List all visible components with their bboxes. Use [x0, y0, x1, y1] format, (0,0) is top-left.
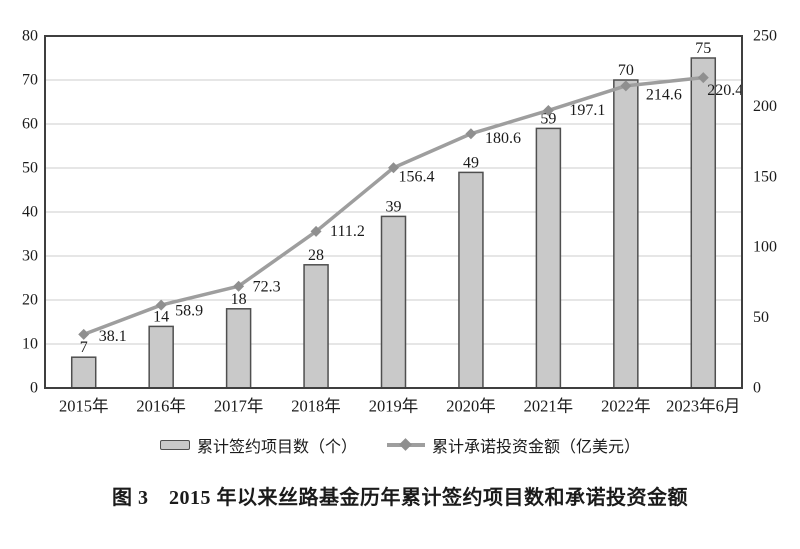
x-tick-label: 2017年: [214, 397, 264, 416]
bar-2020年: [458, 171, 484, 389]
bar-value-label: 39: [386, 198, 402, 215]
line-marker: [620, 80, 632, 92]
left-tick-label: 50: [22, 160, 38, 177]
line-marker: [697, 72, 709, 84]
bar-2017年: [225, 308, 252, 389]
x-tick-label: 2019年: [369, 397, 419, 416]
left-tick-label: 0: [30, 380, 38, 397]
bar-2016年: [148, 325, 174, 389]
left-tick-label: 20: [22, 292, 38, 309]
axis-frame: [44, 35, 743, 389]
bar-2021年: [535, 127, 562, 389]
right-tick-label: 250: [753, 28, 777, 45]
line-value-label: 38.1: [99, 328, 127, 345]
bar-2023年6月: [690, 57, 717, 389]
diamond-marker-icon: [399, 438, 412, 452]
bar-value-label: 59: [540, 110, 556, 127]
right-tick-label: 50: [753, 309, 769, 326]
legend-label-investment: 累计承诺投资金额（亿美元）: [432, 439, 641, 456]
x-tick-label: 2022年: [601, 397, 651, 416]
line-marker: [542, 104, 554, 116]
chart-legend: 累计签约项目数（个） 累计承诺投资金额（亿美元）: [0, 433, 800, 457]
bar-2015年: [70, 356, 97, 389]
line-marker: [465, 128, 477, 140]
line-value-label: 58.9: [175, 303, 203, 320]
bar-2022年: [613, 79, 639, 389]
line-value-label: 180.6: [485, 130, 521, 147]
left-tick-label: 70: [22, 72, 38, 89]
x-tick-label: 2016年: [136, 397, 186, 416]
bar-value-label: 28: [308, 247, 324, 264]
figure-caption: 图 3 2015 年以来丝路基金历年累计签约项目数和承诺投资金额: [112, 487, 688, 509]
right-tick-label: 100: [753, 239, 777, 256]
x-tick-label: 2023年6月: [666, 397, 740, 416]
x-tick-label: 2021年: [524, 397, 574, 416]
legend-label-projects: 累计签约项目数（个）: [196, 439, 357, 456]
line-value-label: 197.1: [569, 102, 605, 119]
line-value-label: 111.2: [330, 223, 365, 240]
left-tick-label: 10: [22, 336, 38, 353]
line-value-label: 72.3: [253, 279, 281, 296]
bar-2019年: [380, 215, 407, 389]
bar-value-label: 75: [695, 40, 711, 57]
line-marker: [155, 299, 167, 311]
bar-value-label: 70: [618, 62, 634, 79]
bar-value-label: 18: [231, 291, 247, 308]
bar-swatch-icon: [159, 440, 190, 450]
right-tick-label: 150: [753, 168, 777, 185]
line-marker: [233, 280, 245, 292]
left-tick-label: 80: [22, 28, 38, 45]
bar-2018年: [303, 264, 329, 389]
line-value-label: 220.4: [707, 82, 743, 99]
left-tick-label: 30: [22, 248, 38, 265]
right-tick-label: 200: [753, 98, 777, 115]
x-tick-label: 2015年: [59, 397, 109, 416]
combo-chart: 7 14 18 28 39 49 59 70 75 38.1 58.9 72.3 111.2 156.4 1…: [22, 28, 777, 416]
line-swatch-icon: [387, 438, 425, 452]
bar-value-label: 7: [80, 339, 88, 356]
line-value-label: 214.6: [646, 86, 682, 103]
line-value-label: 156.4: [399, 168, 435, 185]
line-marker: [78, 328, 90, 340]
x-tick-label: 2018年: [291, 397, 341, 416]
left-tick-label: 40: [22, 204, 38, 221]
bar-value-label: 49: [463, 154, 479, 171]
left-tick-label: 60: [22, 116, 38, 133]
legend-item-investment: 累计承诺投资金额（亿美元）: [387, 433, 640, 457]
bar-value-label: 14: [153, 308, 169, 325]
line-marker: [310, 225, 322, 237]
right-tick-label: 0: [753, 380, 761, 397]
x-tick-label: 2020年: [446, 397, 496, 416]
line-marker: [388, 162, 399, 174]
legend-item-projects: 累计签约项目数（个）: [159, 433, 357, 457]
